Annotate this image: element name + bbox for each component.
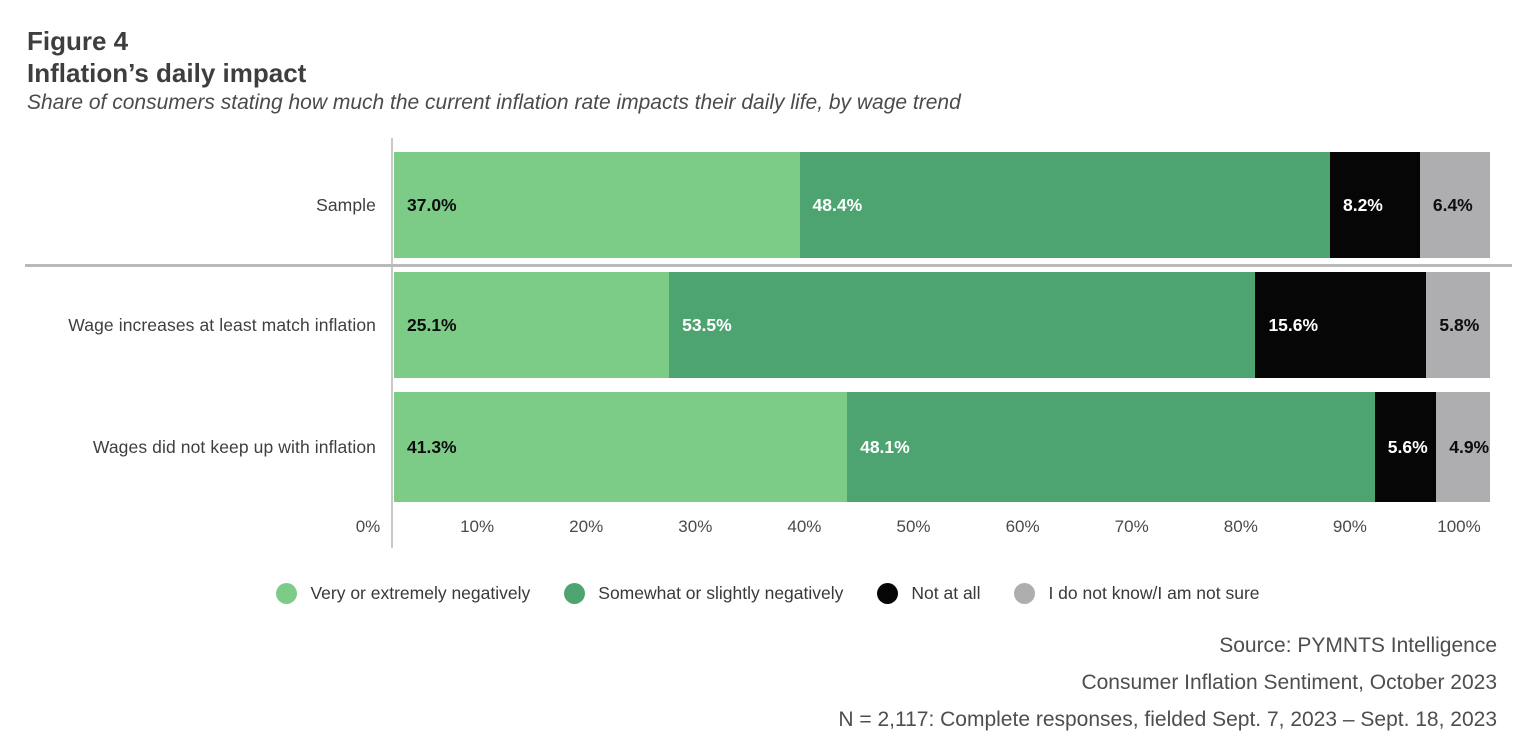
segment-value-label: 41.3%	[407, 436, 457, 457]
bar-segment: 5.6%	[1374, 392, 1437, 502]
y-axis-line	[391, 138, 393, 548]
segment-value-label: 53.5%	[682, 314, 732, 335]
x-tick-label: 70%	[1114, 517, 1149, 536]
x-tick-label: 0%	[355, 517, 381, 536]
x-tick-label: 20%	[569, 517, 604, 536]
bar-row: 25.1% 53.5% 15.6% 5.8%	[394, 272, 1490, 378]
legend-item: Not at all	[877, 583, 980, 604]
x-tick-label: 90%	[1332, 517, 1367, 536]
legend-label: I do not know/I am not sure	[1048, 583, 1260, 603]
legend-label: Somewhat or slightly negatively	[598, 583, 844, 603]
legend-item: Very or extremely negatively	[276, 583, 530, 604]
segment-value-label: 8.2%	[1342, 194, 1383, 215]
segment-value-label: 15.6%	[1268, 314, 1319, 335]
figure-title: Inflation’s daily impact	[27, 58, 307, 88]
bar-segment: 53.5%	[669, 272, 1256, 378]
sample-separator-line	[25, 264, 1512, 267]
segment-value-label: 37.0%	[407, 194, 457, 215]
footer-report-line: Consumer Inflation Sentiment, October 20…	[1081, 671, 1497, 694]
legend-item: I do not know/I am not sure	[1014, 583, 1260, 604]
category-label: Wage increases at least match inflation	[68, 314, 376, 335]
legend-swatch-icon	[877, 583, 899, 604]
x-tick-label: 50%	[896, 517, 931, 536]
legend-swatch-icon	[276, 583, 298, 604]
bar-segment: 15.6%	[1255, 272, 1427, 378]
bar-segment: 25.1%	[394, 272, 670, 378]
x-tick-label: 30%	[678, 517, 713, 536]
figure-subtitle: Share of consumers stating how much the …	[27, 91, 961, 114]
category-label: Wages did not keep up with inflation	[92, 436, 376, 457]
bar-segment: 48.4%	[799, 152, 1330, 258]
bar-segment: 48.1%	[847, 392, 1375, 502]
segment-value-label: 25.1%	[407, 314, 457, 335]
segment-value-label: 5.8%	[1439, 314, 1480, 335]
x-tick-label: 100%	[1437, 517, 1481, 536]
x-tick-label: 60%	[1005, 517, 1040, 536]
legend: Very or extremely negatively Somewhat or …	[0, 583, 1536, 604]
bar-segment: 8.2%	[1329, 152, 1420, 258]
x-tick-label: 80%	[1223, 517, 1258, 536]
bar-row: 37.0% 48.4% 8.2% 6.4%	[394, 152, 1490, 258]
legend-swatch-icon	[1014, 583, 1036, 604]
footer-sample-line: N = 2,117: Complete responses, fielded S…	[838, 708, 1497, 731]
segment-value-label: 48.4%	[812, 194, 863, 215]
category-label: Sample	[316, 194, 376, 215]
footer: Source: PYMNTS Intelligence Consumer Inf…	[838, 627, 1497, 738]
segment-value-label: 6.4%	[1432, 194, 1473, 215]
legend-swatch-icon	[564, 583, 586, 604]
x-tick-label: 40%	[787, 517, 822, 536]
segment-value-label: 48.1%	[860, 436, 910, 457]
x-axis: 0% 10% 20% 30% 40% 50% 60% 70% 80% 90% 100%	[356, 517, 1490, 541]
bar-row: 41.3% 48.1% 5.6% 4.9%	[394, 392, 1490, 502]
bar-segment: 6.4%	[1419, 152, 1490, 258]
bar-segment: 4.9%	[1436, 392, 1490, 502]
x-tick-label: 10%	[460, 517, 495, 536]
bar-segment: 37.0%	[394, 152, 800, 258]
legend-label: Not at all	[911, 583, 981, 603]
bar-segment: 41.3%	[394, 392, 848, 502]
footer-source-line: Source: PYMNTS Intelligence	[1219, 634, 1497, 657]
legend-label: Very or extremely negatively	[310, 583, 531, 603]
segment-value-label: 4.9%	[1449, 436, 1490, 457]
legend-item: Somewhat or slightly negatively	[564, 583, 843, 604]
segment-value-label: 5.6%	[1387, 436, 1428, 457]
figure-number: Figure 4	[27, 26, 129, 56]
bar-segment: 5.8%	[1426, 272, 1490, 378]
